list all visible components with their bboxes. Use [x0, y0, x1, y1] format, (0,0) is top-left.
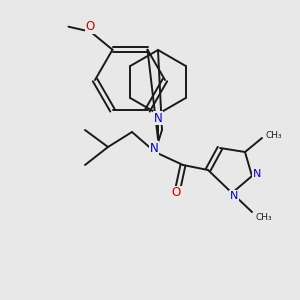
Text: CH₃: CH₃ — [255, 212, 272, 221]
Text: O: O — [171, 187, 181, 200]
Text: N: N — [230, 191, 238, 201]
Text: N: N — [150, 142, 158, 154]
Text: CH₃: CH₃ — [265, 131, 282, 140]
Text: N: N — [253, 169, 261, 179]
Text: N: N — [154, 112, 162, 124]
Text: O: O — [86, 20, 95, 33]
